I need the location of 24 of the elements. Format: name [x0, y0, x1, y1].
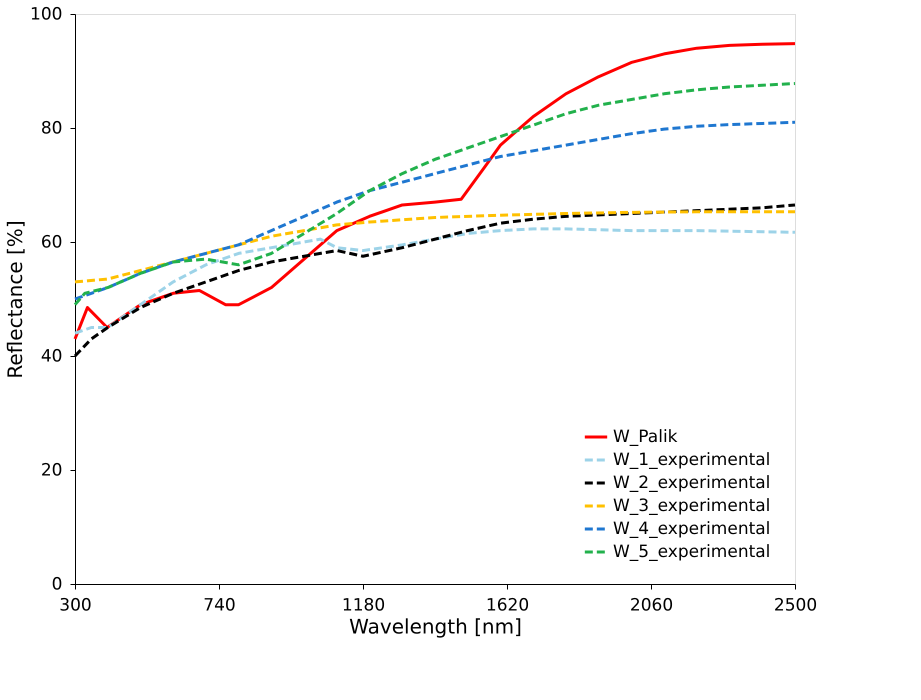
y-tick-label: 80 [40, 118, 62, 138]
y-tick-label: 100 [30, 4, 62, 24]
y-tick-label: 60 [40, 232, 62, 252]
line-series [74, 227, 796, 335]
legend-label: W_Palik [613, 427, 678, 447]
y-axis-title: Reflectance [%] [3, 220, 28, 379]
legend-label: W_1_experimental [613, 450, 770, 470]
x-tick-label: 300 [59, 596, 92, 616]
line-series [74, 82, 796, 306]
legend-label: W_3_experimental [613, 496, 770, 516]
y-tick-label: 0 [52, 574, 62, 594]
x-tick-label: 2060 [630, 596, 674, 616]
x-tick-label: 1620 [486, 596, 530, 616]
x-tick-label: 1180 [342, 596, 386, 616]
line-series [74, 120, 796, 300]
y-tick-label: 40 [40, 346, 62, 366]
legend-label: W_2_experimental [613, 473, 770, 493]
y-tick-label: 20 [40, 460, 62, 480]
legend-label: W_4_experimental [613, 519, 770, 539]
x-axis-title: Wavelength [nm] [349, 614, 522, 638]
x-tick-label: 740 [203, 596, 236, 616]
x-tick-label: 2500 [774, 596, 818, 616]
line-series [74, 210, 796, 284]
legend-label: W_5_experimental [613, 542, 770, 562]
